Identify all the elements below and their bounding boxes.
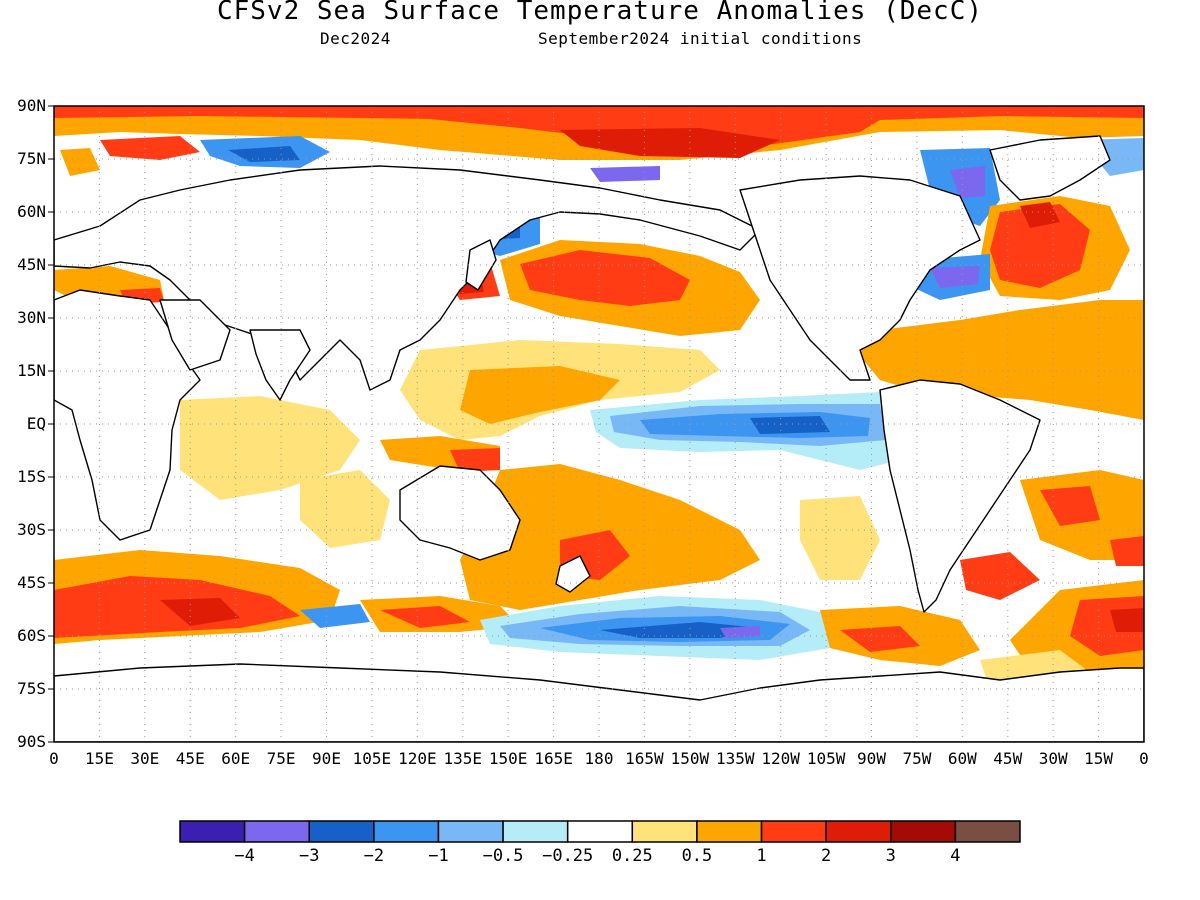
longitude-label: 180 [584,749,614,768]
longitude-label: 0 [1139,749,1149,768]
colorbar-swatch [566,820,634,843]
latitude-label: 30N [17,308,46,327]
arabia-landmass [159,299,231,371]
australia-landmass [399,465,521,561]
tick-marks [48,105,54,743]
north-america-landmass [739,175,981,381]
colorbar-swatch [179,820,246,843]
colorbar-label: 1 [756,846,767,866]
colorbar-swatch [631,820,698,843]
longitude-label: 60W [947,749,977,768]
colorbar-label: −0.25 [542,846,594,866]
colorbar-label: 3 [885,846,896,866]
colorbar-label: −4 [234,846,255,866]
longitude-label: 150W [670,749,710,768]
latitude-label: 45N [17,255,46,274]
arctic-warm-anomaly [54,106,1144,176]
colorbar-swatch [373,820,440,843]
latitude-label: 90N [17,96,46,115]
colorbar-swatch [243,820,310,843]
latitude-label: 90S [17,732,46,751]
longitude-label: 0 [49,749,59,768]
latitude-label: 75N [17,149,46,168]
longitude-label: 135W [715,749,755,768]
southern-ocean-cold [480,596,830,660]
colorbar-swatch [954,820,1021,843]
colorbar-swatch [437,820,504,843]
africa-landmass [54,289,201,541]
longitude-label: 15E [84,749,114,768]
longitude-label: 105E [352,749,392,768]
initial-conditions-label: September2024 initial conditions [538,29,863,48]
colorbar-label: 2 [821,846,832,866]
greenland-landmass [989,135,1111,201]
colorbar-label: −3 [298,846,320,866]
southern-ocean-warm [54,550,520,644]
colorbar-swatch [890,820,957,843]
colorbar-swatch [502,820,569,843]
latitude-label: 60N [17,202,46,221]
longitude-label: 45W [993,749,1023,768]
longitude-label: 60E [221,749,251,768]
colorbar-swatch [696,820,763,843]
colorbar-swatch [308,820,375,843]
colorbar-swatch [760,820,827,843]
colorbar-label: 0.5 [681,846,713,866]
colorbar-label: 0.25 [611,846,653,866]
equatorial-pacific-cold [590,392,900,470]
chart-title: CFSv2 Sea Surface Temperature Anomalies … [216,0,984,26]
south-america-landmass [879,379,1041,613]
longitude-label: 165E [534,749,573,768]
colorbar [179,820,1021,843]
northern-cold-anomalies [200,136,1144,226]
longitude-label: 30W [1038,749,1068,768]
longitude-label: 165W [625,749,664,768]
continents [54,135,1144,742]
latitude-label: 60S [17,626,46,645]
indian-ocean-anomalies [180,396,390,548]
longitude-label: 75W [902,749,932,768]
colorbar-label: −2 [363,846,385,866]
north-atlantic-warm [910,196,1130,300]
latitude-label: 45S [17,573,46,592]
latitude-label: 30S [17,520,46,539]
longitude-label: 75E [266,749,296,768]
latitude-label: 75S [17,679,46,698]
longitude-label: 90E [312,749,341,768]
colorbar-label: −1 [428,846,449,866]
forecast-month: Dec2024 [320,29,391,48]
colorbar-label: 4 [950,846,961,866]
longitude-label: 150E [488,749,528,768]
colorbar-label: −0.5 [482,846,524,866]
colorbar-swatch [825,820,892,843]
longitude-label: 135E [443,749,483,768]
longitude-label: 105W [806,749,846,768]
latitude-label: EQ [26,414,46,433]
graticule [54,106,1144,742]
latitude-label: 15N [17,361,46,380]
longitude-label: 120E [398,749,437,768]
india-landmass [249,329,311,401]
longitude-label: 45E [175,749,205,768]
latitude-label: 15S [17,467,46,486]
antarctica-landmass [54,663,1144,742]
longitude-label: 30E [130,749,160,768]
longitude-label: 90W [857,749,886,768]
longitude-label: 120W [761,749,800,768]
longitude-label: 15W [1084,749,1114,768]
